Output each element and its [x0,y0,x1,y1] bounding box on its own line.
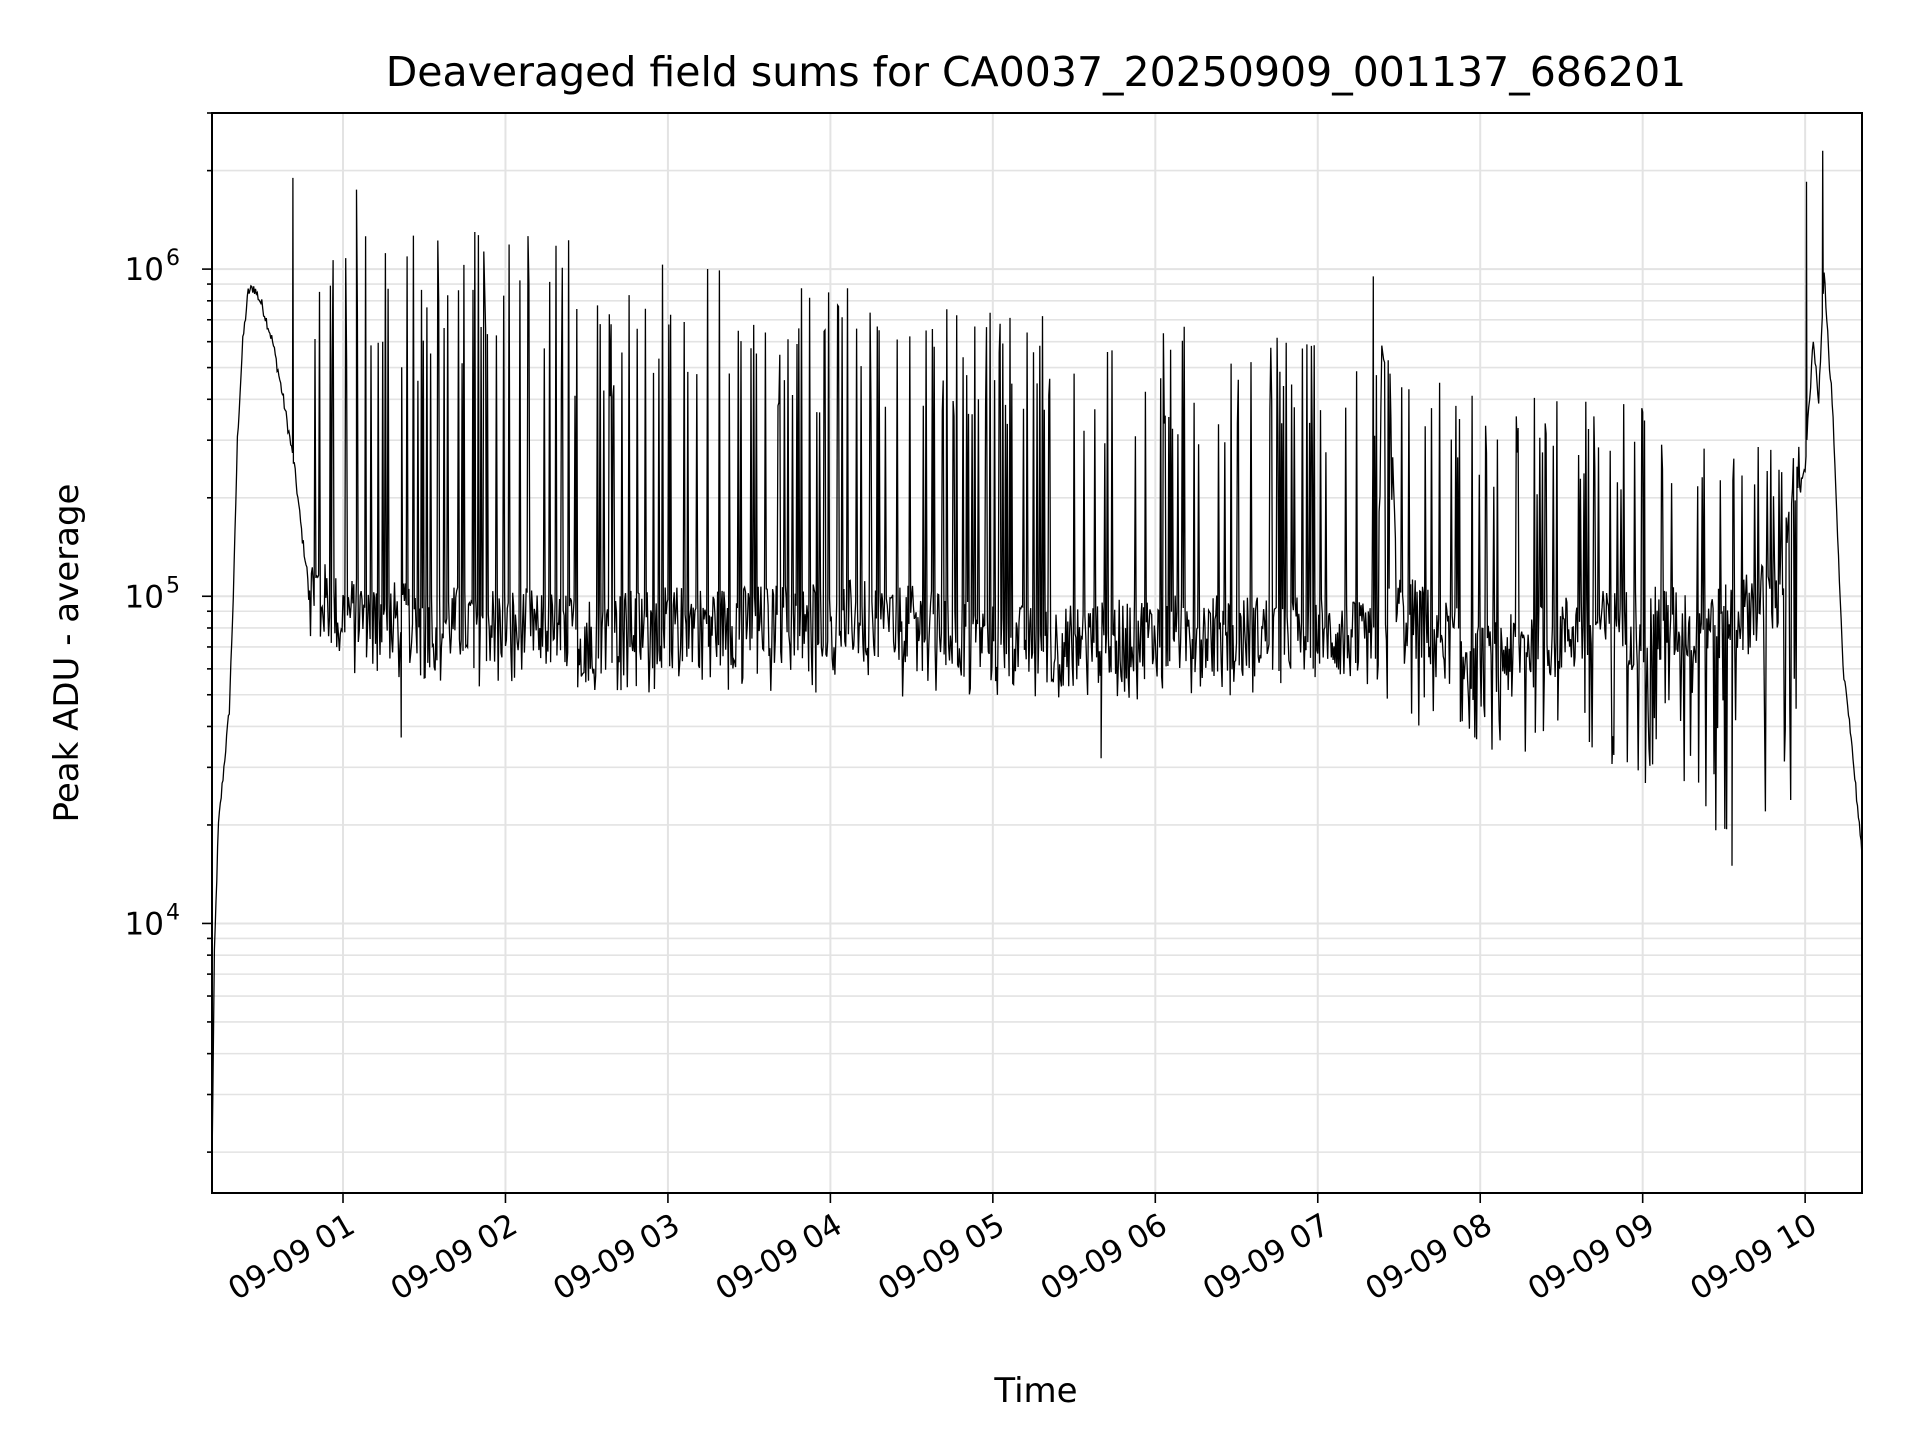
y-tick-exponent: 6 [166,246,180,271]
chart-title: Deaveraged field sums for CA0037_2025090… [386,48,1687,96]
y-tick-exponent: 4 [166,900,180,925]
y-tick-label: 10 [125,906,164,942]
x-axis-label: Time [993,1371,1077,1411]
y-axis-label: Peak ADU - average [47,484,87,823]
plot-data [211,150,1863,1166]
y-tick-label: 10 [125,579,164,615]
plot-frame [211,112,1863,1194]
y-tick-label: 10 [125,252,164,288]
series-line [211,150,1863,1166]
grid-lines [212,112,1862,1193]
y-tick-exponent: 5 [166,573,180,598]
